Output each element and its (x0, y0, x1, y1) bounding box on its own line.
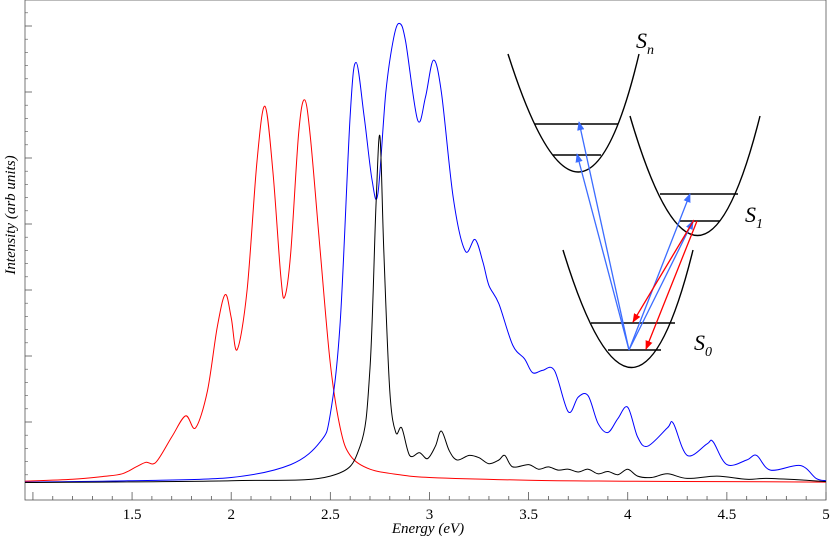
x-tick-label: 4 (624, 507, 632, 523)
absorption-arrow (628, 193, 691, 351)
x-tick-label: 4.5 (717, 507, 736, 523)
series-group (24, 22, 827, 483)
energy-diagram-inset (507, 53, 761, 369)
absorption-arrow (628, 220, 694, 351)
sn-potential-curve (507, 53, 640, 173)
emission-arrow (645, 220, 698, 350)
emission-arrow (632, 219, 695, 323)
y-axis-label: Intensity (arb units) (3, 155, 19, 275)
s1-potential-curve (629, 115, 761, 237)
s0-potential-curve (562, 249, 694, 369)
x-tick-label: 3 (426, 507, 434, 523)
absorption-arrow (575, 153, 630, 351)
plot-frame (24, 0, 827, 501)
series-line-2 (24, 134, 827, 483)
x-tick-label: 3.5 (519, 507, 538, 523)
state-label-sn: Sn (636, 28, 654, 58)
absorption-arrow (577, 121, 630, 351)
series-line-0 (24, 99, 827, 483)
x-tick-label: 1.5 (123, 507, 142, 523)
x-tick-label: 2.5 (321, 507, 340, 523)
x-tick-labels: 1.5 2 2.5 3 3.5 4 4.5 5 (123, 507, 830, 523)
x-tick-label: 5 (822, 507, 830, 523)
x-axis-label: Energy (eV) (391, 521, 464, 537)
state-label-s1: S1 (745, 202, 763, 232)
state-label-s0: S0 (694, 330, 712, 360)
x-tick-label: 2 (227, 507, 235, 523)
axis-ticks (25, 12, 827, 500)
series-line-1 (24, 22, 827, 483)
